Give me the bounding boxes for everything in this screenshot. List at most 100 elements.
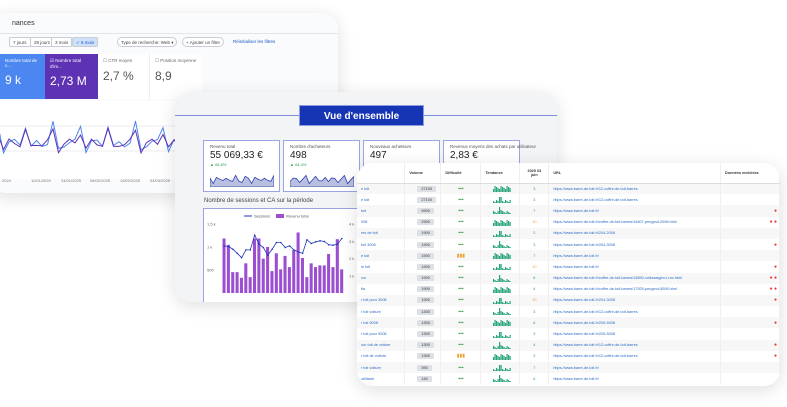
url-link[interactable]: https://www.barre-de-toit.fr/ (548, 250, 722, 262)
keyword-link[interactable]: toit 3008 (357, 238, 406, 251)
keyword-link[interactable]: r toit voiture (357, 306, 406, 318)
keyword-link[interactable]: e toit (357, 183, 406, 195)
url-link[interactable]: https://www.barre-de-toit.fr/ (548, 362, 722, 374)
legend-sessions[interactable]: Sessions (254, 214, 270, 219)
keyword-link[interactable]: our toit de voiture (357, 339, 406, 351)
trend-bar (493, 289, 495, 293)
column-header[interactable]: URL (548, 163, 722, 184)
right-axis-tick: 1 k (349, 273, 354, 278)
revenue-bar (287, 267, 291, 293)
revenue-bar (239, 277, 243, 293)
trend-bar (509, 288, 512, 293)
metric-ctr[interactable]: ☐ CTR moyen 2,7 % (98, 54, 150, 99)
sessions-point (310, 242, 313, 245)
column-header[interactable]: Volume (404, 163, 442, 184)
right-axis-tick: 4 k (349, 222, 354, 227)
metric-position[interactable]: ☐ Position moyenne 8,9 (150, 54, 202, 99)
url-link[interactable]: https://www.barre-de-toit.fr/ (548, 373, 722, 385)
volume-cell: 1300 (404, 339, 442, 351)
trend-bar (500, 365, 503, 372)
volume-badge: 1300 (417, 342, 434, 349)
search-type-dropdown[interactable]: Type de recherche: Web ▾ (117, 37, 178, 47)
keyword-link[interactable]: roc (357, 272, 406, 284)
url-link[interactable]: https://www.barre-de-toit.fr/coffre-de-t… (548, 272, 722, 284)
sessions-point (332, 244, 334, 247)
keyword-link[interactable]: e toit (357, 250, 406, 262)
keyword-link[interactable]: le toit (357, 261, 406, 273)
trend-sparkline (480, 328, 521, 340)
keyword-link[interactable]: r toit pour 5008 (357, 328, 406, 340)
table-row: roc 1900 ▪▪▪ 8 https://www.barre-de-toit… (357, 272, 780, 284)
keyword-link[interactable]: e toit (357, 194, 406, 206)
add-filter-button[interactable]: + Ajouter un filtre (182, 37, 224, 47)
legend-revenue[interactable]: Revenu total (286, 214, 309, 219)
left-axis-tick: 1,5 k (207, 222, 216, 227)
url-link[interactable]: https://www.barre-de-toit.fr/204-2008 (548, 227, 722, 239)
trend-bar (500, 378, 503, 383)
difficulty-icon: ▪▪▪ (440, 216, 482, 228)
column-header[interactable]: Données enrichies (720, 163, 780, 184)
keyword-link[interactable]: r toit voiture (357, 362, 406, 374)
url-link[interactable]: https://www.barre-de-toit.fr/12-coffre-d… (548, 306, 722, 318)
range-7-days[interactable]: 7 jours (9, 37, 31, 47)
trend-sparkline (480, 339, 521, 351)
card-label: Nouveaux acheteurs (370, 144, 412, 149)
trend-bar (494, 302, 497, 304)
url-link[interactable]: https://www.barre-de-toit.fr/coffre-de-t… (548, 283, 722, 295)
trend-bar (496, 381, 498, 383)
keyword-link[interactable]: 008 (357, 216, 406, 228)
volume-cell: 1900 (404, 227, 442, 239)
revenue-bar (279, 269, 283, 293)
url-link[interactable]: https://www.barre-de-toit.fr/204-3008 (548, 294, 722, 307)
trend-bar (493, 345, 495, 349)
range-6-months[interactable]: ✓ 6 mois (72, 37, 99, 47)
trend-bar (506, 320, 509, 327)
keyword-link[interactable]: toit (357, 205, 406, 217)
url-link[interactable]: https://www.barre-de-toit.fr/ (548, 261, 722, 273)
url-link[interactable]: https://www.barre-de-toit.fr/204-3008 (548, 238, 722, 251)
trend-bar (508, 235, 510, 237)
url-link[interactable]: https://www.barre-de-toit.fr/12-coffre-d… (548, 183, 722, 195)
url-link[interactable]: https://www.barre-de-toit.fr/12-coffre-d… (548, 339, 722, 351)
card-delta: 66,8% (215, 162, 227, 167)
range-3-months[interactable]: 3 mois (51, 37, 73, 47)
url-link[interactable]: https://www.barre-de-toit.fr/ (548, 205, 722, 217)
metric-impressions[interactable]: ☑ Nombre total d'im... 2,73 M (45, 54, 98, 99)
trend-bar (509, 334, 512, 338)
column-header[interactable]: Difficulté (440, 163, 482, 184)
metric-clicks[interactable]: Nombre total de c... 9 k (0, 54, 45, 99)
sessions-point (258, 243, 260, 245)
keyword-link[interactable]: r toit pour 3008 (357, 294, 406, 307)
difficulty-icon: ▮▮▮ (440, 250, 482, 262)
trend-bar (494, 186, 497, 193)
position-cell: 6 (519, 373, 550, 385)
column-header[interactable]: Tendance (480, 163, 521, 184)
trend-bar (500, 344, 503, 349)
url-link[interactable]: https://www.barre-de-toit.fr/12-coffre-d… (548, 350, 722, 362)
trend-bar (497, 335, 500, 338)
column-header[interactable] (357, 163, 406, 184)
keyword-link[interactable]: r toit 5008 (357, 317, 406, 329)
keyword-link[interactable]: utilitaire (357, 373, 406, 385)
trend-bar (503, 188, 506, 193)
column-header[interactable]: 2025 03 juin (519, 163, 550, 184)
url-link[interactable]: https://www.barre-de-toit.fr/205-5008 (548, 328, 722, 340)
url-link[interactable]: https://www.barre-de-toit.fr/205-5008 (548, 317, 722, 329)
keyword-link[interactable]: res de toit (357, 227, 406, 239)
trend-bar (497, 188, 500, 193)
position-cell: 3 (519, 183, 550, 195)
revenue-bar (261, 258, 265, 293)
url-link[interactable]: https://www.barre-de-toit.fr/coffre-de-t… (548, 216, 722, 228)
keyword-link[interactable]: r toit de voiture (357, 350, 406, 362)
trend-bar (505, 300, 507, 304)
trend-bar (500, 331, 503, 338)
sessions-point (232, 248, 234, 251)
reset-filters-link[interactable]: Réinitialiser les filtres (233, 39, 276, 44)
url-link[interactable]: https://www.barre-de-toit.fr/12-coffre-d… (548, 194, 722, 206)
revenue-bar (244, 263, 248, 293)
trend-bar (497, 245, 500, 249)
keyword-link[interactable]: fia (357, 283, 406, 295)
trend-bar (506, 201, 509, 204)
trend-bar (500, 311, 503, 316)
enriched-data-icon: ● ● (720, 283, 780, 295)
